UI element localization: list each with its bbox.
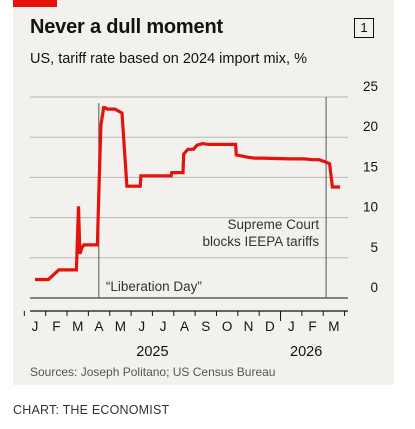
x-tick-label: F [52, 319, 60, 334]
x-tick-label: A [180, 319, 189, 334]
chart-number-badge: 1 [354, 18, 374, 38]
x-tick-label: J [32, 319, 39, 334]
x-tick-label: J [160, 319, 167, 334]
x-tick-label: S [201, 319, 210, 334]
grid-lines [30, 96, 348, 299]
x-tick-label: D [265, 319, 275, 334]
chart-title: Never a dull moment [30, 16, 223, 38]
y-tick-label: 20 [363, 119, 378, 134]
x-tick-label: M [115, 319, 126, 334]
y-tick-label: 15 [363, 159, 378, 174]
annotation-label: Supreme Court [228, 217, 320, 232]
x-year-label: 2026 [290, 344, 322, 360]
x-tick-label: A [95, 319, 104, 334]
annotations: “Liberation Day” Supreme Court blocks IEEP… [106, 217, 320, 294]
y-axis-tick-labels: 25 20 15 10 5 0 [363, 79, 378, 295]
chart-credit: CHART: THE ECONOMIST [13, 403, 170, 417]
annotation-lines [98, 97, 327, 298]
series-line [35, 105, 341, 282]
y-tick-label: 0 [370, 280, 378, 295]
x-tick-label: M [328, 319, 339, 334]
annotation-label: blocks IEEPA tariffs [203, 234, 320, 249]
chart-panel: Never a dull moment 1 US, tariff rate ba… [13, 0, 394, 385]
annotation-label: “Liberation Day” [106, 279, 202, 294]
chart-subtitle: US, tariff rate based on 2024 import mix… [30, 51, 307, 67]
y-tick-label: 10 [363, 200, 378, 215]
y-tick-label: 5 [370, 240, 378, 255]
series-lines [35, 105, 341, 282]
x-tick-label: J [138, 319, 145, 334]
x-tick-label: F [308, 319, 316, 334]
brand-red-tab [13, 0, 57, 7]
x-tick-label: M [72, 319, 83, 334]
chart-source: Sources: Joseph Politano; US Census Bure… [30, 365, 276, 379]
x-year-label: 2025 [136, 344, 168, 360]
y-tick-label: 25 [363, 79, 378, 94]
x-tick-label: O [222, 319, 233, 334]
x-tick-label: J [288, 319, 295, 334]
x-tick-label: N [244, 319, 254, 334]
